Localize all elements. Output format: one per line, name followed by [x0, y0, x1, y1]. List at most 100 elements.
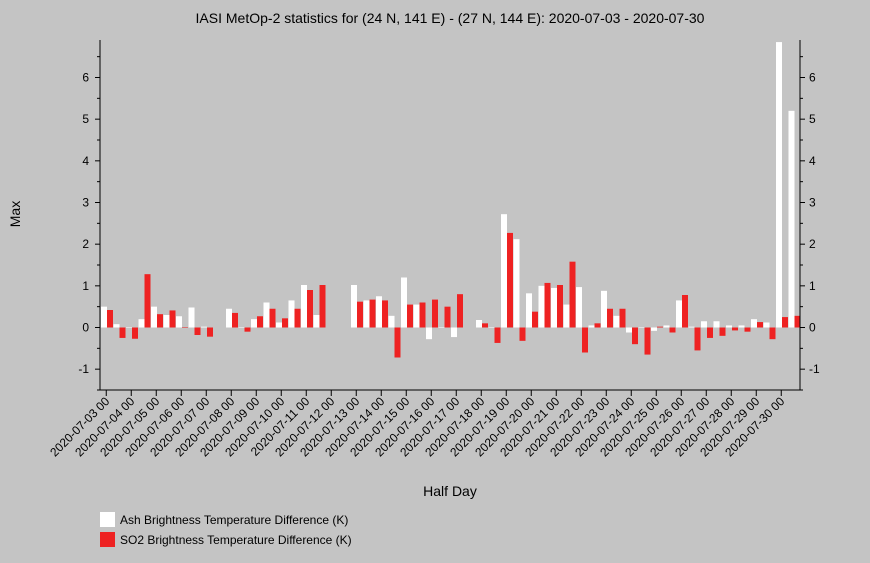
ash-bar [601, 290, 607, 328]
so2-bar [757, 322, 763, 328]
ash-bar [176, 316, 182, 328]
so2-bar [294, 308, 301, 328]
ash-bar [763, 322, 770, 328]
so2-bar [769, 327, 776, 340]
so2-bar [194, 327, 201, 335]
ash-bar [413, 304, 420, 328]
so2-bar [632, 327, 638, 345]
ash-bar [501, 214, 507, 328]
y-tick-label: 3 [82, 196, 89, 210]
so2-bar [619, 308, 626, 328]
so2-bar [732, 327, 738, 331]
ash-bar [151, 306, 157, 328]
ash-bar [263, 302, 270, 328]
y-tick-label: 0 [82, 321, 89, 335]
so2-bar [444, 306, 451, 328]
legend-label-so2: SO2 Brightness Temperature Difference (K… [120, 533, 352, 547]
so2-bar [119, 327, 126, 338]
so2-bar [494, 327, 501, 343]
ash-bar [613, 315, 620, 328]
so2-bar [107, 310, 113, 328]
y-tick-label-right: 6 [809, 71, 816, 85]
ash-bar [551, 287, 557, 328]
ash-bar [488, 327, 495, 328]
bars-group [101, 42, 801, 358]
ash-bar [438, 327, 445, 328]
ash-bar [201, 326, 207, 328]
ash-bar [451, 327, 457, 338]
legend: Ash Brightness Temperature Difference (K… [100, 512, 352, 547]
so2-bar [669, 327, 676, 333]
so2-bar [432, 299, 438, 328]
ash-bar [588, 325, 595, 328]
so2-bar [207, 327, 213, 337]
y-tick-label: 2 [82, 237, 89, 251]
ash-bar [388, 315, 395, 328]
ash-bar [538, 285, 545, 328]
so2-bar [257, 316, 263, 328]
so2-bar [644, 327, 651, 355]
ash-bar [776, 42, 782, 328]
so2-bar [557, 285, 563, 328]
ash-bar [401, 277, 407, 328]
ash-bar [563, 304, 570, 328]
y-tick-label: -1 [78, 362, 89, 376]
so2-bar [369, 299, 376, 328]
so2-bar [594, 323, 601, 328]
so2-bar [694, 327, 701, 351]
ash-bar [626, 327, 632, 333]
ash-bar [513, 239, 520, 328]
so2-bar [582, 327, 588, 353]
ash-bar [276, 322, 282, 328]
ash-bar [476, 320, 482, 328]
so2-bar [357, 301, 363, 328]
y-tick-label-right: -1 [809, 362, 820, 376]
ash-bar [738, 325, 745, 328]
legend-label-ash: Ash Brightness Temperature Difference (K… [120, 513, 348, 527]
so2-bar [282, 318, 288, 328]
so2-bar [744, 327, 751, 332]
so2-bar [719, 327, 726, 336]
so2-bar [532, 311, 538, 328]
so2-bar [307, 290, 313, 328]
ash-bar [576, 287, 582, 328]
plot-area: -1 -1 0 0 1 1 2 2 3 3 4 4 5 5 6 6 2020-07-03 002020-07-… [47, 40, 820, 459]
ash-bar [526, 293, 532, 328]
so2-bar [157, 314, 163, 328]
so2-bar [657, 326, 663, 328]
ash-bar [676, 300, 682, 328]
y-axis-label: Max [7, 201, 23, 227]
so2-bar [707, 327, 713, 338]
ash-bar [113, 324, 120, 328]
y-tick-label-right: 0 [809, 321, 816, 335]
y-tick-label-right: 1 [809, 279, 816, 293]
so2-bar [269, 308, 276, 328]
ash-bar [726, 325, 732, 328]
ash-bar [688, 326, 695, 328]
so2-bar [394, 327, 401, 358]
so2-bar [182, 327, 188, 328]
so2-bar [144, 274, 151, 328]
so2-bar [169, 310, 176, 328]
ash-bar [663, 325, 670, 328]
so2-bar [319, 285, 326, 328]
ash-bar [701, 321, 707, 328]
so2-bar [407, 304, 413, 328]
so2-bar [457, 294, 463, 328]
so2-bar [419, 302, 426, 328]
so2-bar [132, 327, 138, 339]
ash-bar [363, 300, 370, 328]
so2-bar [507, 232, 513, 328]
so2-bar [382, 300, 388, 328]
ash-bar [188, 307, 195, 328]
so2-bar [569, 261, 576, 328]
ash-bar [101, 306, 107, 328]
y-tick-label-right: 2 [809, 237, 816, 251]
ash-bar [638, 327, 645, 328]
y-tick-label-right: 4 [809, 154, 816, 168]
y-tick-label-right: 5 [809, 112, 816, 126]
ash-bar [126, 327, 132, 328]
legend-swatch-ash [100, 512, 115, 527]
